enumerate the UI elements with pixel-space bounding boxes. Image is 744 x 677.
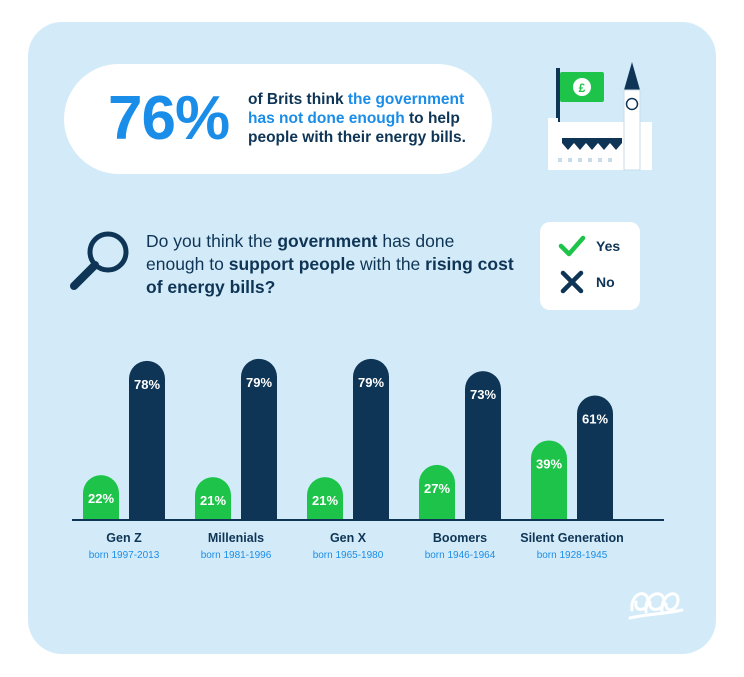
- bar-label-yes-1: 21%: [200, 493, 226, 508]
- headline-text-after: to help people with their energy bills.: [248, 110, 466, 146]
- headline-text-before: of Brits think: [248, 91, 348, 108]
- survey-question: Do you think the government has done eno…: [146, 230, 516, 299]
- bar-label-no-4: 61%: [582, 412, 608, 427]
- question-part3: with the: [355, 254, 426, 274]
- bar-yes-4: [531, 440, 567, 520]
- cross-icon: [560, 270, 584, 294]
- category-label-3: Boomers: [433, 531, 487, 545]
- question-bold1: government: [277, 231, 378, 251]
- legend-label-no: No: [596, 274, 615, 290]
- category-label-2: Gen X: [330, 531, 367, 545]
- category-sublabel-1: born 1981-1996: [201, 550, 272, 561]
- magnifier-icon: [70, 231, 129, 290]
- bar-no-2: [353, 358, 389, 520]
- category-sublabel-2: born 1965-1980: [313, 550, 384, 561]
- question-part2: has done enough to: [146, 231, 455, 274]
- category-sublabel-4: born 1928-1945: [537, 550, 608, 561]
- bar-yes-2: [307, 477, 343, 520]
- check-icon: [558, 235, 586, 257]
- question-bold3: rising cost of energy bills?: [146, 254, 514, 297]
- category-sublabel-0: born 1997-2013: [89, 550, 160, 561]
- svg-text:£: £: [579, 81, 586, 95]
- question-part1: Do you think the: [146, 231, 278, 251]
- brand-logo: [628, 592, 684, 620]
- headline-text: of Brits think the government has not do…: [248, 90, 488, 147]
- category-label-1: Millenials: [208, 531, 264, 545]
- bar-label-no-1: 79%: [246, 375, 272, 390]
- bar-yes-3: [419, 464, 455, 520]
- bar-label-yes-0: 22%: [88, 491, 114, 506]
- bar-chart: 22% 78% Gen Z born 1997-2013 21% 79% Millenial…: [72, 358, 664, 561]
- bar-label-yes-4: 39%: [536, 456, 562, 471]
- parliament-flag-illustration: £: [548, 62, 652, 171]
- bar-no-4: [577, 395, 613, 520]
- bar-yes-1: [195, 477, 231, 520]
- bar-label-no-2: 79%: [358, 375, 384, 390]
- category-sublabel-3: born 1946-1964: [425, 550, 496, 561]
- bar-no-1: [241, 358, 277, 520]
- category-label-0: Gen Z: [106, 531, 142, 545]
- infographic-card: 76% of Brits think the government has no…: [28, 22, 716, 654]
- bar-label-yes-3: 27%: [424, 481, 450, 496]
- headline-pill: 76% of Brits think the government has no…: [64, 64, 492, 174]
- question-bold2: support people: [228, 254, 356, 274]
- legend: Yes No: [540, 222, 640, 310]
- bar-label-no-0: 78%: [134, 377, 160, 392]
- headline-percent: 76%: [108, 84, 230, 153]
- legend-label-yes: Yes: [596, 238, 621, 254]
- bar-no-0: [129, 360, 165, 520]
- bar-yes-0: [83, 475, 119, 520]
- category-label-4: Silent Generation: [520, 531, 624, 545]
- headline-text-highlight: the government has not done enough: [248, 91, 465, 127]
- bar-label-yes-2: 21%: [312, 493, 338, 508]
- bar-no-3: [465, 371, 501, 520]
- bar-label-no-3: 73%: [470, 387, 496, 402]
